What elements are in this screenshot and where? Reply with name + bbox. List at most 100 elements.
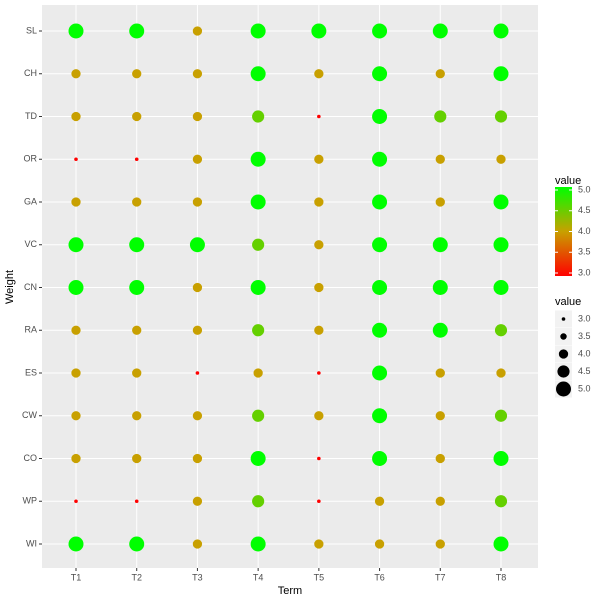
color-legend-label: 4.5 (578, 205, 591, 215)
dot (434, 110, 447, 123)
dot (129, 280, 145, 295)
size-legend-label: 3.5 (578, 331, 591, 341)
y-tick-label: SL (26, 25, 37, 35)
dot (314, 539, 324, 549)
size-legend-dot (556, 381, 571, 397)
dot (317, 499, 321, 504)
color-bar (555, 187, 572, 276)
x-tick-label: T7 (435, 572, 446, 582)
dot (493, 280, 509, 295)
y-tick-label: CH (24, 68, 37, 78)
dot (372, 408, 388, 424)
x-tick-label: T6 (374, 572, 385, 582)
dot (192, 69, 203, 79)
y-tick-label: TD (25, 111, 37, 121)
dot (372, 194, 388, 210)
dot (132, 453, 142, 464)
dot (314, 411, 324, 421)
dot (68, 237, 84, 253)
dot (493, 23, 509, 39)
dot (134, 157, 139, 162)
size-legend-label: 4.5 (578, 366, 591, 376)
dot (132, 69, 142, 79)
dot (192, 111, 203, 122)
x-tick-label: T5 (314, 572, 325, 582)
y-tick-label: WI (26, 538, 37, 548)
dot (494, 409, 508, 422)
dot (372, 280, 388, 295)
dot (192, 411, 203, 421)
dot (71, 453, 81, 464)
dot (435, 411, 445, 421)
dot (432, 280, 448, 295)
dot (68, 280, 84, 295)
dot (132, 111, 142, 122)
y-tick-label: OR (24, 154, 38, 164)
x-axis-title: Term (278, 585, 302, 597)
y-tick-label: ES (25, 367, 37, 377)
dot (250, 23, 266, 39)
dot (372, 322, 388, 338)
color-legend-title: value (555, 175, 581, 187)
dot (435, 368, 445, 378)
dot (252, 324, 265, 337)
dot (314, 197, 324, 207)
dot (68, 536, 84, 552)
dot (71, 197, 81, 207)
dot (132, 368, 142, 378)
color-legend-label: 3.0 (578, 267, 591, 277)
dot (192, 197, 203, 207)
y-axis-title: Weight (4, 270, 16, 304)
y-tick-label: CW (22, 410, 37, 420)
dot (74, 157, 78, 162)
x-tick-label: T4 (253, 572, 264, 582)
dot (314, 154, 324, 164)
dot (132, 325, 142, 335)
size-legend-title: value (555, 296, 581, 308)
size-legend-dot (557, 365, 570, 378)
dot (250, 536, 266, 552)
dot (317, 114, 321, 119)
dot (372, 109, 388, 124)
color-legend-label: 4.0 (578, 226, 591, 236)
dot (372, 451, 388, 466)
dot (192, 154, 203, 164)
dot (494, 324, 508, 337)
dot (71, 368, 81, 378)
dot (432, 322, 448, 338)
dot (250, 151, 266, 167)
dot (71, 111, 81, 122)
dot (435, 453, 445, 464)
dot (493, 66, 509, 82)
dot (314, 69, 324, 79)
dot (74, 499, 78, 504)
dot (493, 451, 509, 466)
dot (372, 151, 388, 167)
dot (192, 453, 203, 464)
x-tick-label: T3 (192, 572, 203, 582)
dot (250, 194, 266, 210)
dot (314, 282, 324, 293)
dot (372, 365, 388, 381)
dot (493, 194, 509, 210)
dot (250, 451, 266, 466)
dot (189, 237, 205, 253)
dot (317, 456, 321, 461)
y-tick-label: RA (24, 325, 37, 335)
dot (493, 536, 509, 552)
dot (374, 539, 385, 549)
dot (314, 240, 324, 250)
dot (435, 197, 445, 207)
dot (132, 411, 142, 421)
dot (192, 282, 203, 293)
dot (71, 411, 81, 421)
dot (372, 237, 388, 253)
size-legend-label: 5.0 (578, 383, 591, 393)
dot (252, 110, 265, 123)
x-tick-label: T1 (71, 572, 82, 582)
dot (252, 409, 265, 422)
dot (432, 237, 448, 253)
dot (192, 496, 203, 506)
dot (435, 539, 445, 549)
color-legend-label: 5.0 (578, 184, 591, 194)
